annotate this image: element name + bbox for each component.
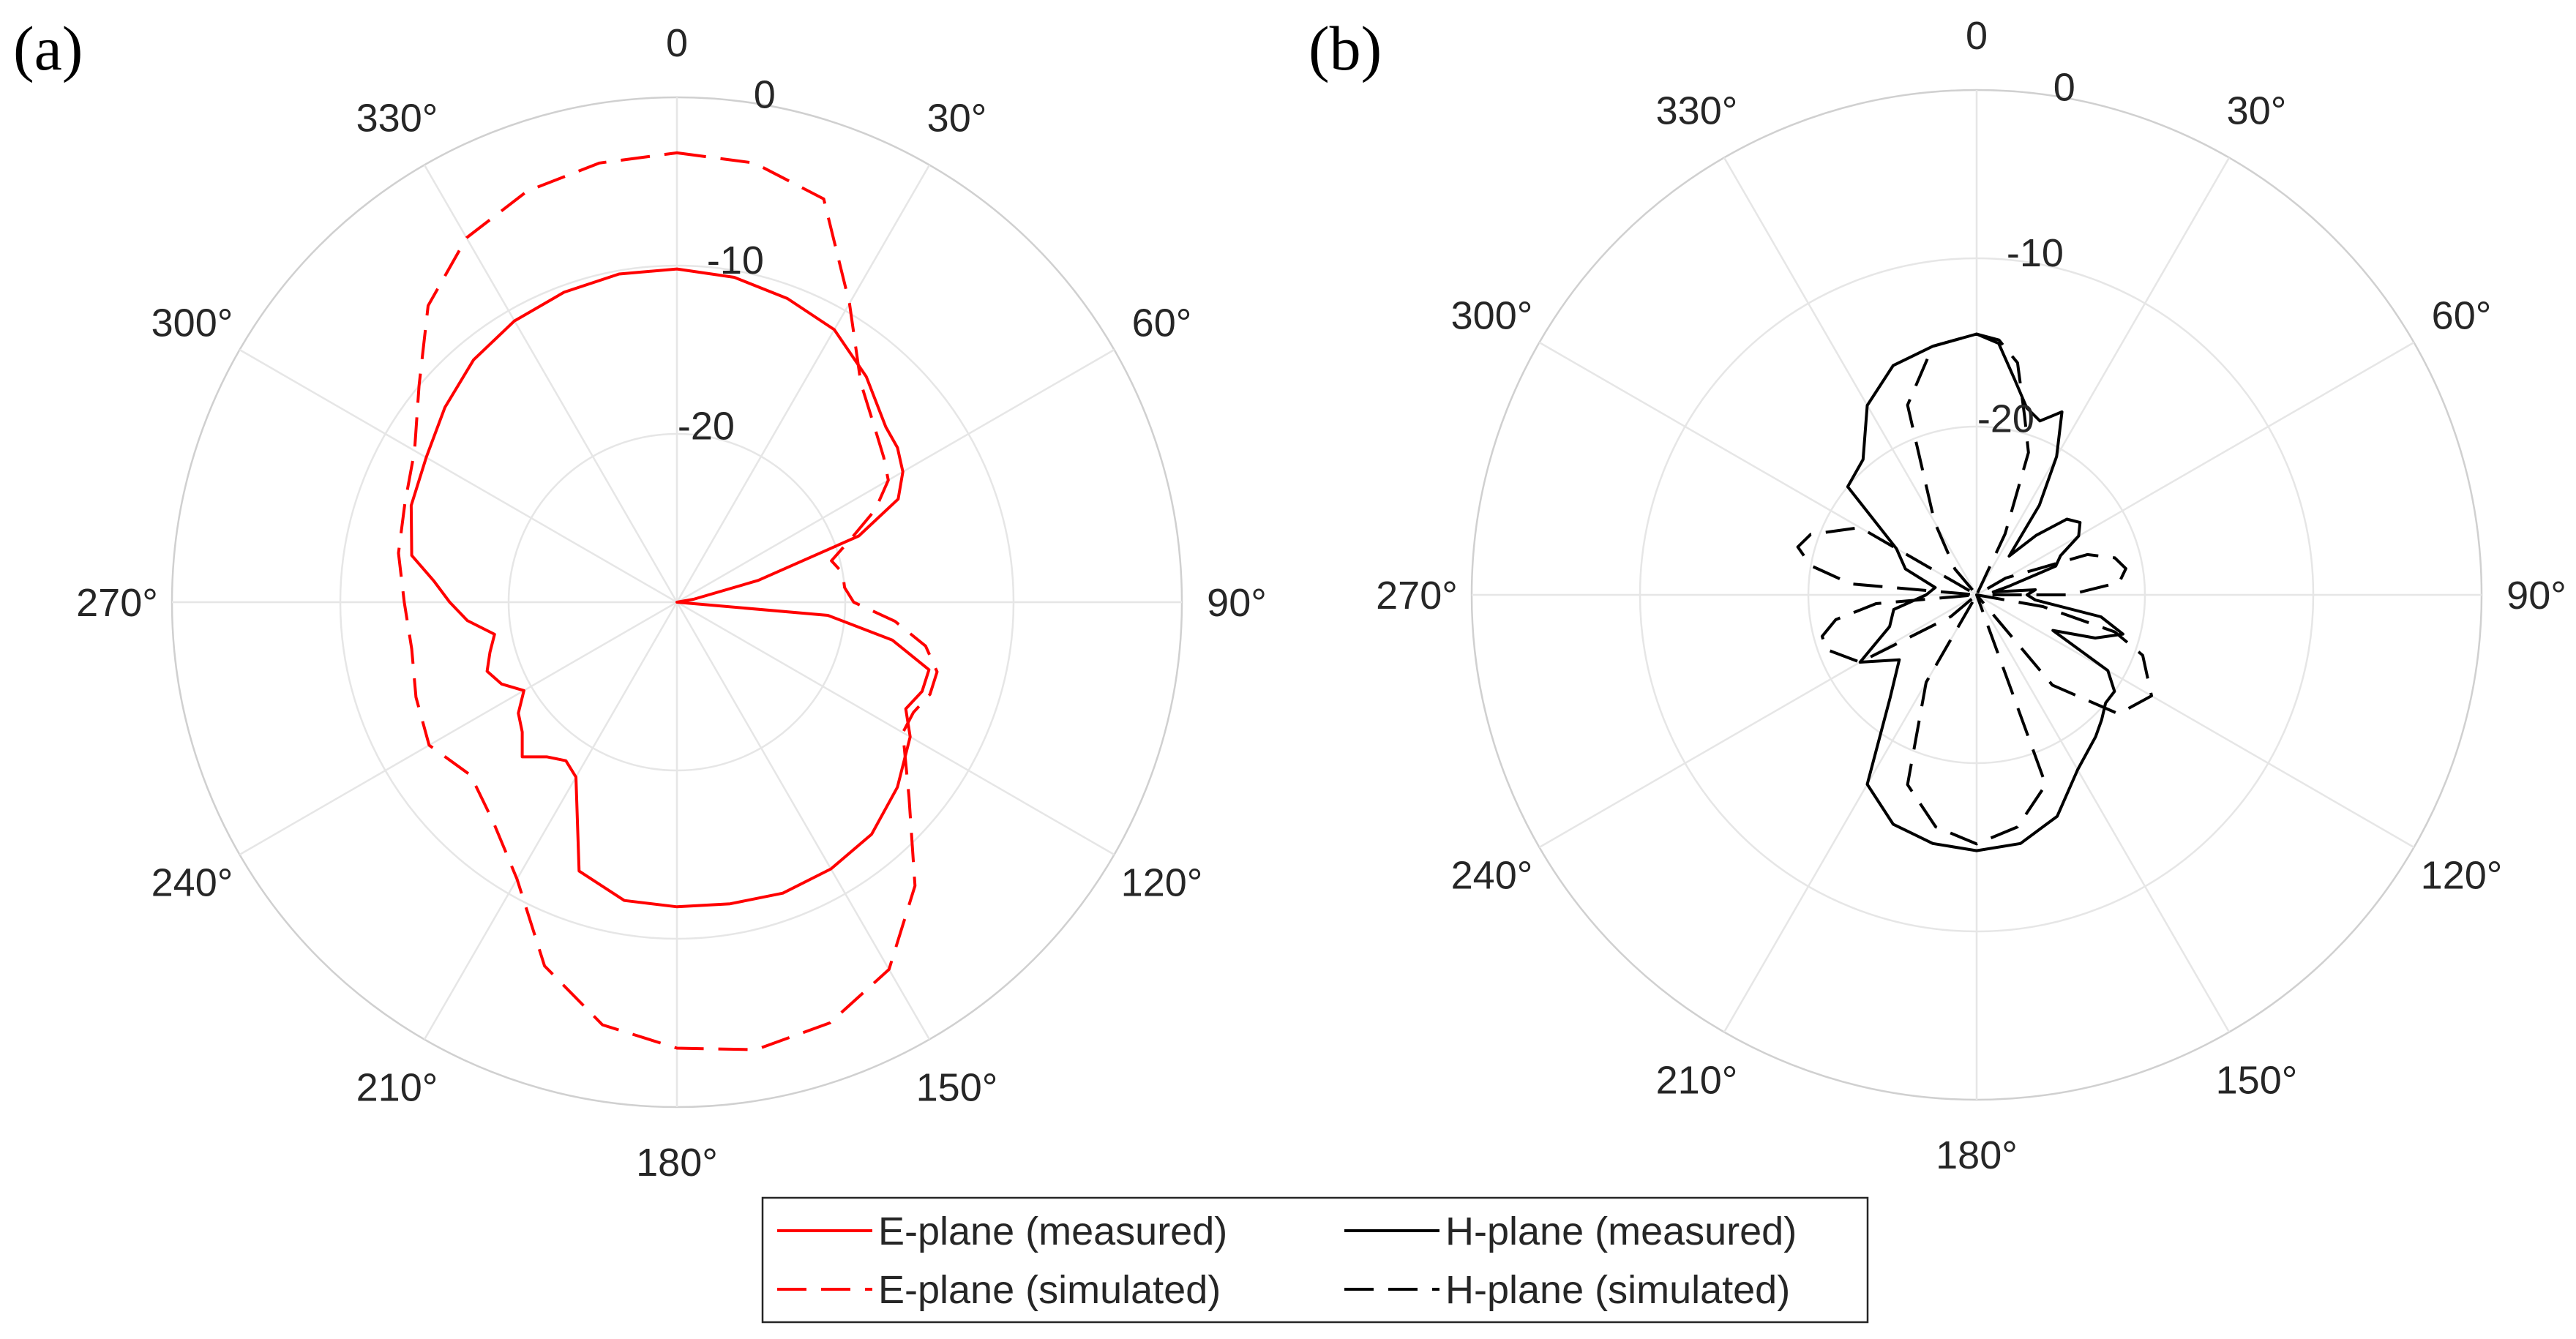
- theta-tick-label: 180°: [636, 1141, 718, 1185]
- theta-tick-label: 240°: [151, 861, 233, 905]
- theta-grid-spoke: [1975, 157, 2231, 596]
- polar-plot-a: 0 30° 60° 90° 120° 150° 180° 210° 240° 270° 300° 33…: [13, 13, 1267, 1185]
- theta-tick-label: 60°: [2432, 294, 2492, 338]
- theta-tick-label: 300°: [1451, 294, 1533, 338]
- legend-box: [761, 1196, 1869, 1324]
- r-tick-label: -20: [1977, 397, 2034, 440]
- theta-tick-label: 90°: [1207, 581, 1267, 625]
- theta-grid-spoke: [1538, 341, 1977, 596]
- r-tick-label: 0: [754, 72, 776, 116]
- panel-label-b: (b): [1308, 13, 1382, 83]
- theta-tick-label: 330°: [1656, 89, 1738, 132]
- r-tick-label: -10: [707, 239, 764, 282]
- theta-tick-label: 240°: [1451, 854, 1533, 898]
- theta-tick-label: 180°: [1936, 1133, 2018, 1177]
- theta-grid-spoke: [1538, 593, 1977, 849]
- theta-tick-label: 300°: [151, 301, 233, 345]
- theta-grid-spoke: [676, 601, 1115, 856]
- theta-grid-spoke: [675, 601, 931, 1040]
- series-e-plane-simulated: [397, 151, 939, 1051]
- theta-tick-label: 210°: [1656, 1059, 1738, 1103]
- theta-grid-spoke: [1976, 341, 2415, 596]
- theta-tick-label: 60°: [1132, 301, 1192, 345]
- theta-tick-label: 150°: [2216, 1059, 2298, 1103]
- series-h-plane-measured: [1846, 332, 2124, 852]
- theta-tick-label: 30°: [927, 96, 987, 140]
- theta-grid-spoke: [239, 348, 678, 604]
- theta-tick-label: 30°: [2227, 89, 2287, 132]
- theta-grid-spoke: [239, 601, 678, 856]
- theta-tick-label: 90°: [2506, 574, 2566, 618]
- legend-label-e-simulated: E-plane (simulated): [878, 1268, 1221, 1312]
- theta-tick-label: 0: [1966, 14, 1988, 58]
- theta-tick-label: 330°: [356, 96, 438, 140]
- legend-label-h-simulated: H-plane (simulated): [1445, 1268, 1790, 1312]
- theta-grid-spoke: [423, 601, 678, 1040]
- theta-tick-label: 210°: [356, 1066, 438, 1110]
- legend-label-h-measured: H-plane (measured): [1445, 1209, 1797, 1253]
- theta-tick-label: 270°: [76, 581, 158, 625]
- legend-label-e-measured: E-plane (measured): [878, 1209, 1227, 1253]
- series-h-plane-simulated: [1796, 332, 2153, 846]
- r-tick-label: -10: [2007, 231, 2064, 275]
- r-tick-label: 0: [2053, 65, 2075, 109]
- series-e-plane-measured: [409, 267, 931, 909]
- theta-tick-label: 270°: [1376, 574, 1458, 618]
- theta-grid-spoke: [675, 164, 931, 603]
- theta-grid-spoke: [1723, 157, 1978, 596]
- legend: E-plane (measured) H-plane (measured) E-…: [761, 1196, 1869, 1324]
- theta-tick-label: 150°: [916, 1066, 998, 1110]
- theta-grid-spoke: [1975, 594, 2231, 1033]
- polar-plot-b: 0 30° 60° 90° 120° 150° 180° 210° 240° 270° 300° 33…: [1308, 13, 2566, 1177]
- theta-grid-spoke: [423, 164, 678, 603]
- theta-grid-spoke: [1723, 594, 1978, 1033]
- theta-grid-spoke: [1976, 593, 2415, 849]
- theta-tick-label: 120°: [2421, 854, 2503, 898]
- panel-label-a: (a): [13, 13, 83, 83]
- theta-tick-label: 120°: [1121, 861, 1203, 905]
- r-tick-label: -20: [678, 404, 735, 448]
- theta-grid-spoke: [676, 348, 1115, 604]
- theta-tick-label: 0: [666, 21, 688, 65]
